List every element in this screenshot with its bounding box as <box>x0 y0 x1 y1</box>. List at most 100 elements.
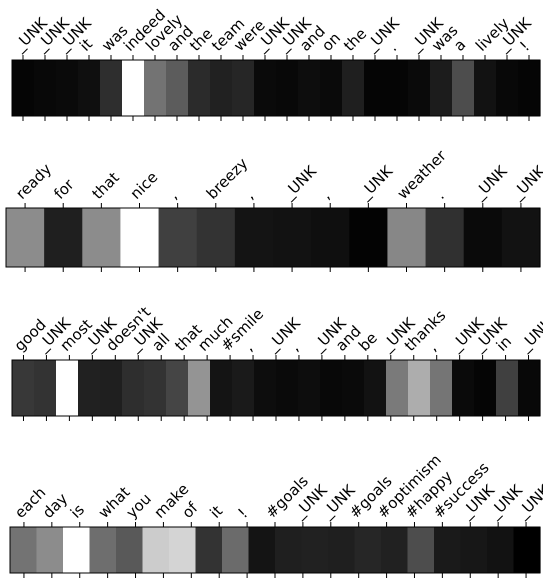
heatmap-cell <box>501 208 541 267</box>
heatmap-cell <box>232 360 255 416</box>
heatmap-cell <box>188 360 211 416</box>
heatmap-cell <box>496 360 519 416</box>
heatmap-cell <box>169 527 197 573</box>
heatmap-cell <box>408 360 431 416</box>
heatmap-cell <box>100 360 123 416</box>
heatmap-cell <box>342 360 365 416</box>
heatmap-cell <box>311 208 350 267</box>
heatmap-cell <box>120 208 160 267</box>
heatmap-cell <box>386 60 409 116</box>
heatmap-cell <box>122 60 145 116</box>
heatmap-cell <box>386 360 409 416</box>
token-label: ready <box>12 160 55 203</box>
heatmap-cell <box>387 208 427 267</box>
token-label: for <box>50 175 78 203</box>
token-label: . <box>432 187 448 203</box>
token-label: a <box>450 36 469 55</box>
heatmap-cell <box>82 208 122 267</box>
token-label: is <box>67 500 88 521</box>
heatmap-cell <box>56 360 79 416</box>
token-label: , <box>241 187 257 203</box>
heatmap-cell <box>518 360 541 416</box>
heatmap-cell <box>44 208 83 267</box>
heatmap-cell <box>320 360 343 416</box>
heatmap-cell <box>434 527 462 573</box>
token-label: _UNK <box>355 161 398 204</box>
heatmap-cell <box>474 360 497 416</box>
token-label: , <box>317 187 333 203</box>
heatmap-cell <box>166 360 189 416</box>
heatmap-cell <box>78 60 101 116</box>
heatmap-cell <box>222 527 250 573</box>
heatmap-frame <box>5 207 541 268</box>
token-label: it <box>206 502 226 522</box>
heatmap-cell <box>56 60 79 116</box>
heatmap-cell <box>195 527 223 573</box>
heatmap-cell <box>188 60 211 116</box>
heatmap-cell <box>210 360 233 416</box>
heatmap-cell <box>12 360 35 416</box>
token-label: that <box>88 168 122 202</box>
heatmap-cell <box>349 208 389 267</box>
token-label: , <box>424 339 440 355</box>
heatmap-panel-3: good_UNKmost_UNKdoesn't_UNKallthatmuch#s… <box>11 303 543 421</box>
heatmap-cell <box>10 527 38 573</box>
heatmap-cell <box>248 527 276 573</box>
heatmap-cell <box>144 360 167 416</box>
heatmap-cell <box>320 60 343 116</box>
heatmap-cell <box>254 360 277 416</box>
heatmap-cell <box>89 527 117 573</box>
heatmap-cell <box>276 360 299 416</box>
heatmap-cell <box>518 60 541 116</box>
heatmap-cell <box>513 527 541 573</box>
token-label: it <box>76 35 96 55</box>
heatmap-cell <box>364 360 387 416</box>
heatmap-cell <box>407 527 435 573</box>
heatmap-cell <box>158 208 198 267</box>
token-label: what <box>95 483 134 522</box>
heatmap-cell <box>430 60 453 116</box>
token-label: , <box>286 339 302 355</box>
token-label: each <box>11 484 49 522</box>
heatmap-cell <box>234 208 274 267</box>
token-label: ! <box>516 38 533 55</box>
heatmap-cell <box>430 360 453 416</box>
heatmap-cell <box>142 527 170 573</box>
heatmap-cell <box>460 527 488 573</box>
heatmap-cell <box>6 208 45 267</box>
heatmap-frame <box>11 59 541 117</box>
heatmap-cell <box>298 360 321 416</box>
heatmap-cell <box>381 527 409 573</box>
heatmap-cell <box>34 60 57 116</box>
heatmap-cell <box>100 60 123 116</box>
token-label: _UNK <box>515 313 543 356</box>
heatmap-cell <box>298 60 321 116</box>
heatmap-cell <box>78 360 101 416</box>
heatmap-cell <box>232 60 255 116</box>
heatmap-cell <box>36 527 64 573</box>
heatmap-cell <box>496 60 519 116</box>
token-label: breezy <box>203 154 252 203</box>
heatmap-cell <box>116 527 144 573</box>
heatmap-cell <box>452 360 475 416</box>
heatmap-cell <box>463 208 503 267</box>
token-label: , <box>240 339 256 355</box>
heatmap-cell <box>354 527 382 573</box>
token-label: , <box>165 187 181 203</box>
heatmap-cell <box>276 60 299 116</box>
heatmap-cell <box>487 527 515 573</box>
token-label: _UNK <box>469 161 512 204</box>
heatmap-cell <box>254 60 277 116</box>
heatmap-cell <box>210 60 233 116</box>
heatmap-cell <box>275 527 303 573</box>
heatmap-cell <box>328 527 356 573</box>
heatmap-cell <box>474 60 497 116</box>
heatmap-cell <box>301 527 329 573</box>
token-label: _UNK <box>507 161 543 204</box>
heatmap-cell <box>196 208 236 267</box>
heatmap-cell <box>12 60 35 116</box>
heatmap-cell <box>452 60 475 116</box>
